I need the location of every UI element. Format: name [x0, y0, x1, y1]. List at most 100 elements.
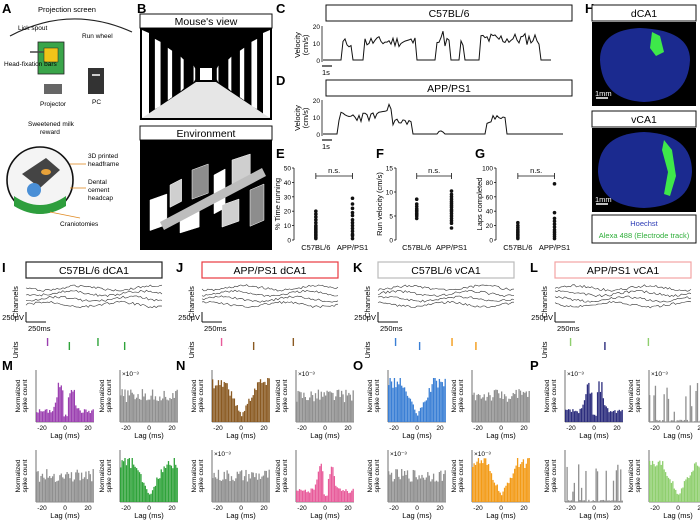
- histogram-bin: [52, 476, 53, 502]
- histogram-bin: [261, 477, 262, 502]
- histogram-bin: [473, 463, 474, 502]
- y-tick-label: 60: [486, 194, 494, 201]
- histogram-bin: [123, 461, 124, 502]
- histogram-bin: [247, 404, 248, 422]
- histogram-bin: [595, 416, 596, 422]
- histogram-bin: [513, 393, 514, 422]
- histogram-bin: [313, 490, 314, 502]
- histogram-bin: [159, 397, 160, 422]
- histogram-bin: [391, 381, 392, 422]
- histogram-bin: [694, 464, 695, 502]
- histogram-bin: [665, 472, 666, 502]
- histogram-bin: [649, 395, 650, 422]
- time-scale-label: 250ms: [204, 324, 227, 333]
- histogram-bin: [81, 473, 82, 502]
- units-label: Units: [11, 341, 20, 358]
- x-axis-label: Lag (ms): [50, 511, 80, 520]
- histogram-bin: [568, 409, 569, 422]
- histogram-bin: [484, 394, 485, 422]
- histogram-bin: [661, 465, 662, 502]
- histogram-bin: [569, 409, 570, 422]
- panel-label-o: O: [353, 358, 363, 373]
- histogram-bin: [130, 468, 131, 502]
- histogram-bin: [232, 398, 233, 422]
- histogram-bin: [337, 390, 338, 422]
- histogram-bin: [410, 482, 411, 502]
- histogram-bin: [472, 395, 473, 422]
- histogram-bin: [315, 393, 316, 422]
- histogram-bin: [487, 397, 488, 422]
- y-tick-label: 0: [287, 238, 291, 245]
- histogram-bin: [600, 392, 601, 422]
- histogram-bin: [437, 482, 438, 502]
- exponent-label: ×10⁻³: [651, 371, 668, 378]
- x-axis-label: Lag (ms): [226, 431, 256, 440]
- environment-block: [250, 184, 264, 226]
- histogram-bin: [695, 391, 696, 422]
- histogram-bin: [523, 392, 524, 422]
- panel-label-j: J: [176, 260, 183, 275]
- histogram-bin: [571, 412, 572, 422]
- histogram-bin: [404, 387, 405, 422]
- histogram-bin: [413, 404, 414, 422]
- ylabel-line1: Normalized: [15, 459, 22, 492]
- significance-label: n.s.: [428, 166, 440, 175]
- ylabel-line2: spike count: [106, 379, 113, 412]
- histogram-bin: [601, 500, 602, 502]
- pc-drive-slot: [92, 74, 100, 76]
- histogram-bin: [687, 420, 688, 422]
- histogram-bin: [436, 481, 437, 502]
- histogram-bin: [133, 465, 134, 502]
- channel-trace: [555, 290, 691, 296]
- histogram-bin: [309, 493, 310, 502]
- histogram-bin: [328, 392, 329, 422]
- histogram-bin: [322, 397, 323, 422]
- histogram-bin: [518, 389, 519, 422]
- histogram-bin: [65, 474, 66, 502]
- histogram-bin: [267, 378, 268, 422]
- histogram-bin: [334, 476, 335, 502]
- histogram-bin: [653, 395, 654, 422]
- histogram-bin: [527, 458, 528, 502]
- histogram-bin: [229, 481, 230, 502]
- histogram-bin: [569, 501, 570, 502]
- histogram-bin: [78, 473, 79, 502]
- histogram-bin: [591, 501, 592, 502]
- histogram-bin: [303, 491, 304, 502]
- histogram-bin: [72, 481, 73, 502]
- histogram-bin: [485, 401, 486, 422]
- histogram-bin: [585, 471, 586, 502]
- histogram-bin: [614, 500, 615, 502]
- histogram-bin: [353, 390, 354, 422]
- corridor-stripe-right: [263, 30, 270, 118]
- histogram-bin: [617, 411, 618, 422]
- printed-label-1: 3D printed: [88, 153, 118, 160]
- histogram-bin: [312, 489, 313, 502]
- ylabel-line2: spike count: [282, 379, 289, 412]
- histogram-bin: [155, 396, 156, 422]
- histogram-bin: [222, 387, 223, 422]
- histogram-bin: [53, 474, 54, 502]
- histogram-bin: [46, 409, 47, 422]
- histogram-bin: [121, 389, 122, 422]
- histogram-bin: [319, 466, 320, 502]
- histogram-bin: [344, 491, 345, 502]
- histogram-bin: [394, 479, 395, 502]
- histogram-bin: [257, 382, 258, 422]
- histogram-bin: [69, 478, 70, 502]
- histogram-bin: [241, 416, 242, 422]
- histogram-bin: [489, 471, 490, 502]
- ylabel-line2: spike count: [198, 459, 205, 492]
- histogram-bin: [613, 481, 614, 502]
- histogram-bin: [656, 465, 657, 502]
- panel-c-tick-20: 20: [313, 24, 321, 31]
- histogram-bin: [88, 411, 89, 422]
- histogram-bin: [494, 483, 495, 502]
- histogram-bin: [421, 475, 422, 502]
- histogram-bin: [66, 472, 67, 502]
- y-tick-label: 15: [386, 166, 394, 173]
